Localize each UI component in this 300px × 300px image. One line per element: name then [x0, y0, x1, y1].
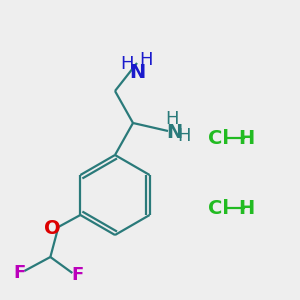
- Text: Cl: Cl: [208, 128, 229, 148]
- Text: H: H: [238, 199, 254, 218]
- Text: F: F: [71, 266, 83, 284]
- Text: H: H: [120, 55, 134, 73]
- Text: H: H: [238, 128, 254, 148]
- Text: N: N: [166, 124, 182, 142]
- Text: Cl: Cl: [208, 199, 229, 218]
- Text: O: O: [44, 220, 61, 238]
- Text: F: F: [13, 264, 26, 282]
- Text: H: H: [177, 127, 191, 145]
- Text: H: H: [165, 110, 179, 128]
- Text: N: N: [129, 62, 145, 82]
- Text: H: H: [139, 51, 153, 69]
